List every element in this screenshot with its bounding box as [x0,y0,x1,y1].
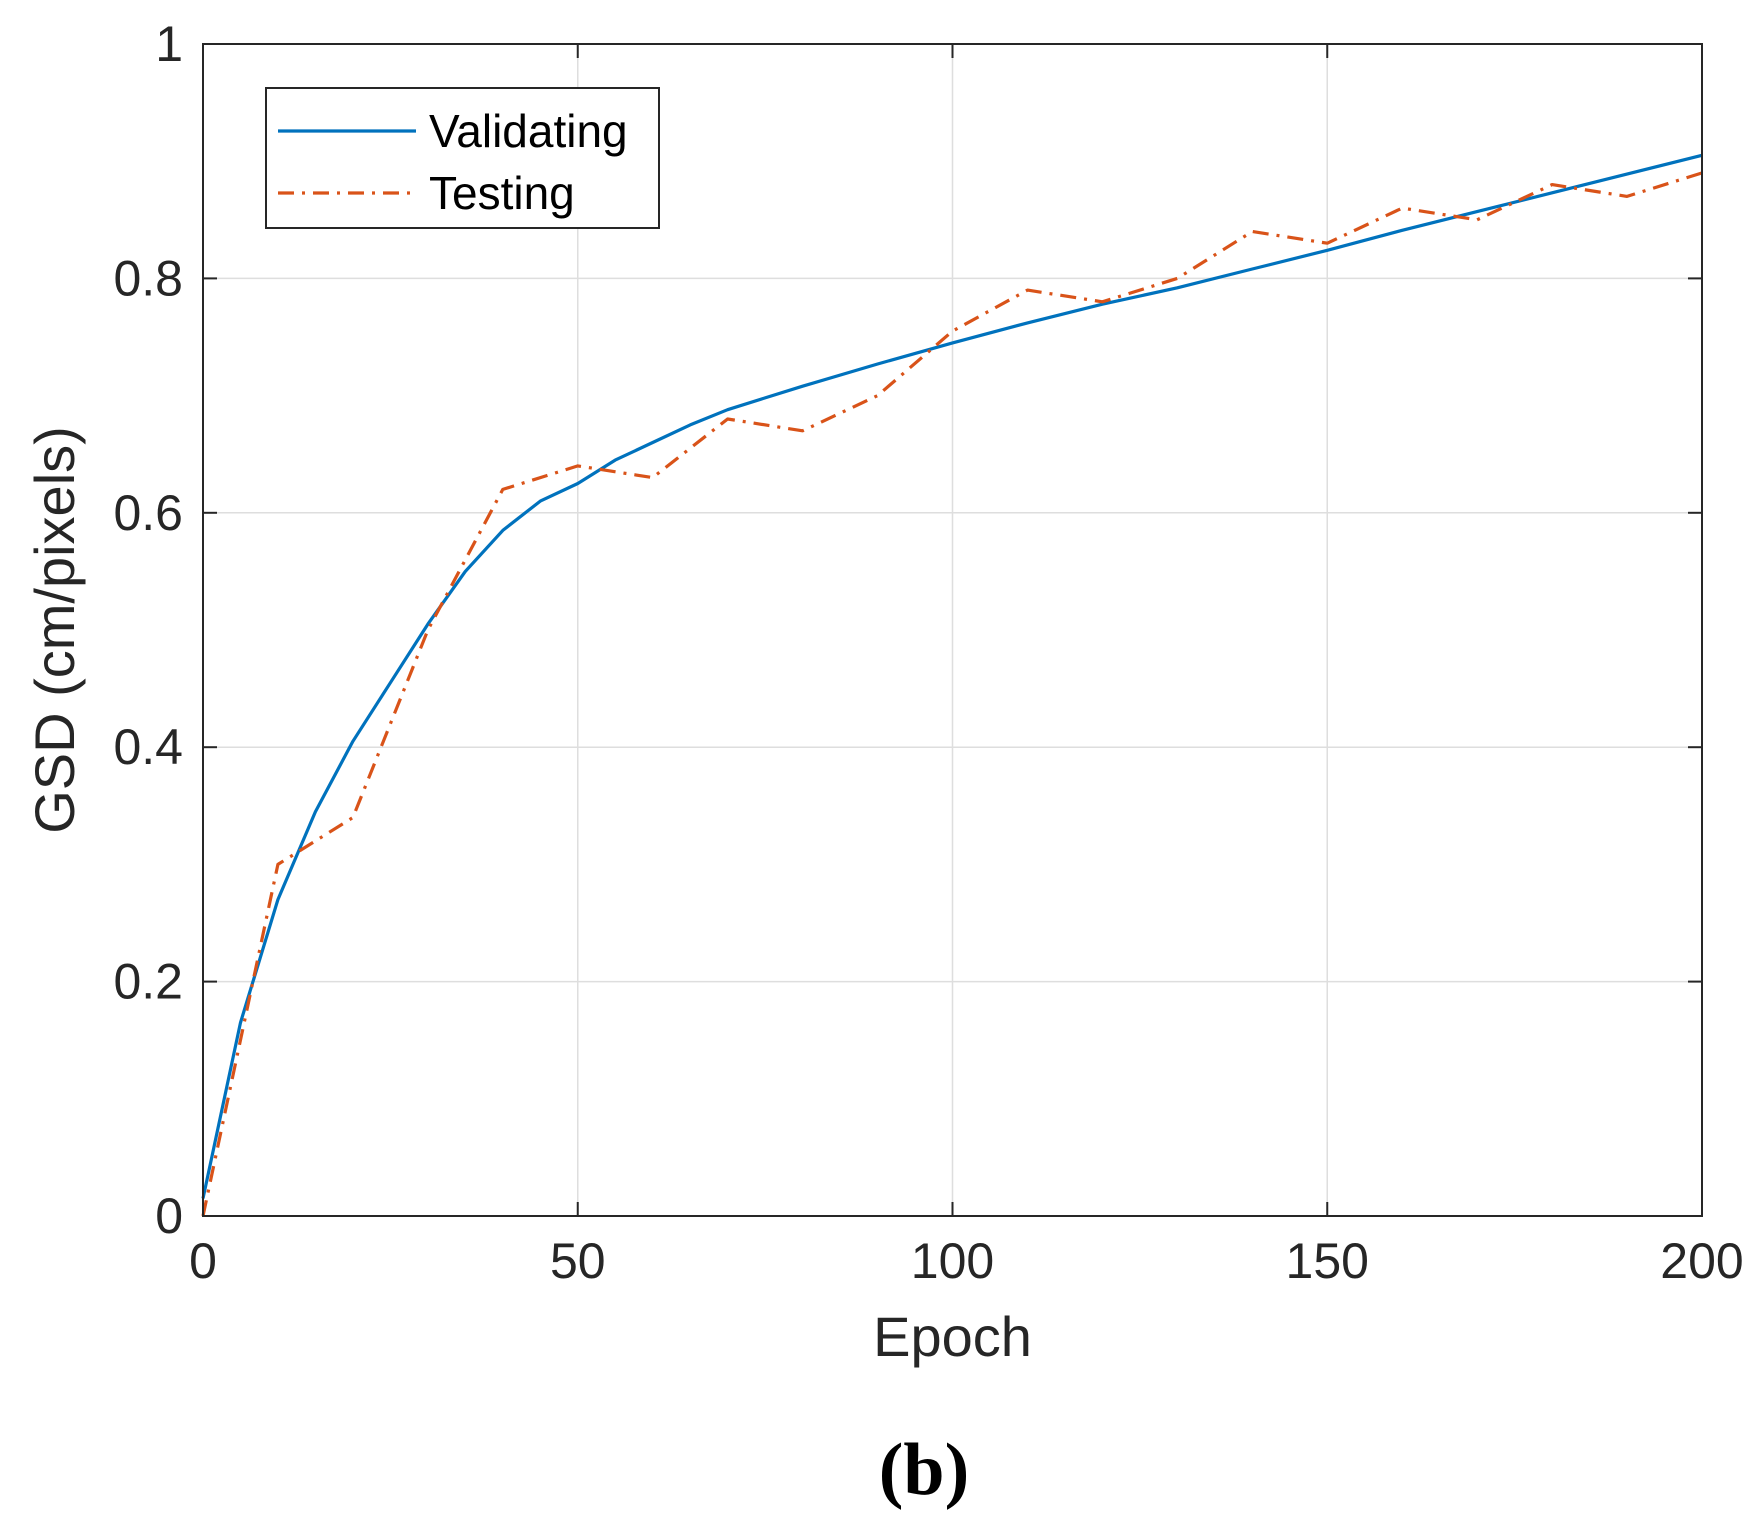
x-axis-title: Epoch [873,1305,1032,1368]
y-tick-label: 0.8 [113,250,183,306]
x-tick-label: 150 [1286,1233,1369,1289]
legend-box [265,87,660,229]
y-axis-title: GSD (cm/pixels) [23,426,86,834]
y-tick-label: 0.6 [113,485,183,541]
series-layer [201,153,1703,1217]
tick-layer: 0 50 100 150 200 0 0.2 0.4 0.6 0.8 1 [113,16,1743,1289]
y-tick-label: 0 [155,1188,183,1244]
legend: Validating Testing [265,87,660,229]
panel-label: (b) [879,1429,969,1511]
x-tick-label: 0 [189,1233,217,1289]
x-tick-label: 50 [550,1233,606,1289]
series-line-testing [201,171,1703,1217]
legend-label-testing: Testing [429,167,575,219]
x-tick-label: 200 [1660,1233,1743,1289]
y-tick-label: 0.2 [113,954,183,1010]
x-tick-label: 100 [911,1233,994,1289]
y-tick-label: 1 [155,16,183,72]
y-tick-label: 0.4 [113,719,183,775]
series-line-validating [201,153,1703,1199]
legend-label-validating: Validating [429,105,628,157]
